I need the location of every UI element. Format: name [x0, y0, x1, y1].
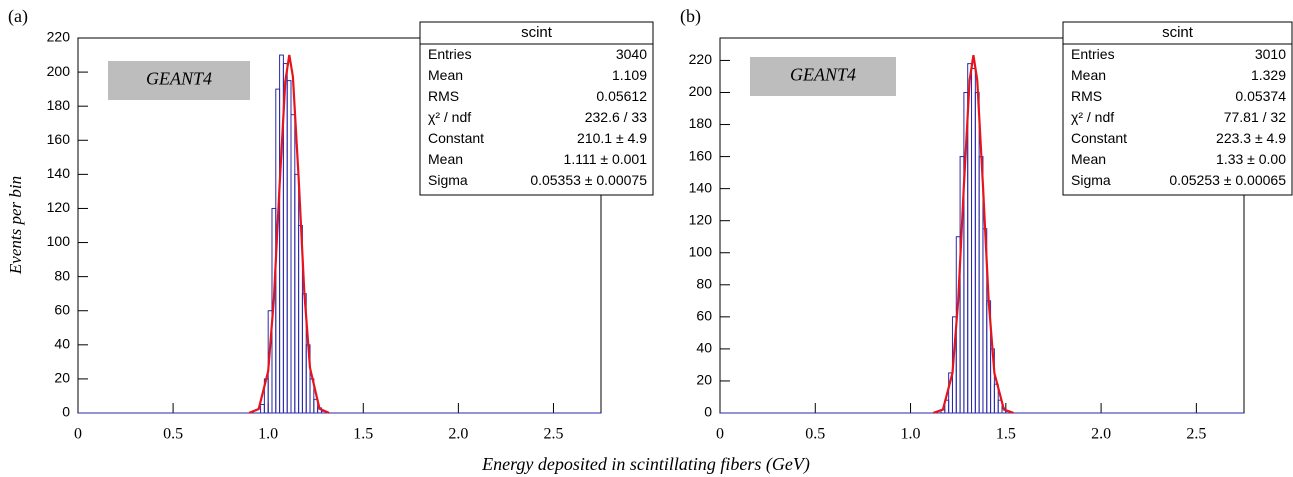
stats-value: 210.1 ± 4.9: [577, 130, 647, 146]
histogram-bar: [294, 173, 300, 414]
stats-value: 1.109: [612, 67, 647, 83]
stats-box: [419, 21, 654, 196]
y-tick-label: 40: [696, 340, 712, 356]
y-tick-label: 200: [47, 63, 71, 79]
x-axis-label: Energy deposited in scintillating fibers…: [481, 454, 810, 475]
y-axis-label: Events per bin: [6, 176, 25, 275]
stats-value: 1.33 ± 0.00: [1216, 151, 1286, 167]
y-tick-label: 180: [689, 115, 713, 131]
y-tick-label: 0: [704, 404, 712, 420]
annotation-box: [108, 61, 250, 100]
x-tick-label: 2.0: [448, 426, 468, 443]
stats-label: χ² / ndf: [1071, 109, 1114, 125]
stats-label: Sigma: [1071, 172, 1111, 188]
y-tick-label: 180: [47, 97, 71, 113]
panel-label: (b): [680, 6, 701, 27]
histogram-bar: [286, 80, 292, 414]
stats-value: 0.05612: [596, 88, 647, 104]
x-tick-label: 2.5: [543, 426, 563, 443]
histogram-bar: [290, 114, 296, 414]
stats-title: scint: [1162, 24, 1194, 41]
stats-label: RMS: [1071, 88, 1102, 104]
annotation: GEANT4: [790, 65, 856, 85]
histogram-bar: [971, 67, 976, 414]
x-tick-label: 1.0: [258, 426, 278, 443]
stats-label: Constant: [428, 130, 484, 146]
y-tick-label: 160: [689, 147, 713, 163]
y-tick-label: 40: [54, 336, 70, 352]
y-tick-label: 0: [62, 404, 70, 420]
panel-label: (a): [8, 6, 28, 27]
stats-label: Entries: [428, 46, 472, 62]
stats-label: Sigma: [428, 172, 468, 188]
stats-label: Mean: [1071, 151, 1106, 167]
y-tick-label: 120: [47, 199, 71, 215]
stats-value: 1.329: [1251, 67, 1286, 83]
stats-title: scint: [521, 24, 553, 41]
y-tick-label: 100: [689, 243, 713, 259]
y-tick-label: 60: [696, 308, 712, 324]
stats-value: 1.111 ± 0.001: [564, 151, 648, 167]
y-tick-label: 80: [696, 275, 712, 291]
fit-curve: [248, 54, 330, 414]
stats-label: Mean: [1071, 67, 1106, 83]
x-tick-label: 1.5: [353, 426, 373, 443]
histogram-bar: [313, 398, 319, 414]
stats-label: Entries: [1071, 46, 1115, 62]
annotation-box: [750, 57, 896, 96]
stats-label: RMS: [428, 88, 459, 104]
stats-value: 3040: [616, 46, 647, 62]
x-tick-label: 1.5: [996, 426, 1016, 443]
y-tick-label: 160: [47, 131, 71, 147]
y-tick-label: 20: [696, 372, 712, 388]
x-tick-label: 2.0: [1091, 426, 1111, 443]
stats-value: 0.05374: [1235, 88, 1286, 104]
stats-value: 77.81 / 32: [1224, 109, 1286, 125]
y-tick-label: 200: [689, 83, 713, 99]
stats-box: [1062, 21, 1293, 196]
y-tick-label: 120: [689, 211, 713, 227]
x-tick-label: 0.5: [163, 426, 183, 443]
y-tick-label: 100: [47, 233, 71, 249]
y-tick-label: 140: [47, 165, 71, 181]
stats-label: Constant: [1071, 130, 1127, 146]
y-tick-label: 220: [689, 51, 713, 67]
x-tick-label: 0: [716, 426, 724, 443]
y-tick-label: 220: [47, 29, 71, 45]
histogram-bar: [997, 399, 1003, 414]
histogram-bar: [260, 403, 265, 414]
x-tick-label: 0.5: [805, 426, 825, 443]
stats-label: χ² / ndf: [428, 109, 471, 125]
stats-value: 232.6 / 33: [585, 109, 647, 125]
histogram-bar: [974, 91, 980, 414]
y-tick-label: 60: [54, 301, 70, 317]
x-tick-label: 0: [74, 426, 82, 443]
x-tick-label: 1.0: [901, 426, 921, 443]
y-tick-label: 20: [54, 370, 70, 386]
stats-value: 223.3 ± 4.9: [1216, 130, 1286, 146]
x-tick-label: 2.5: [1186, 426, 1206, 443]
y-tick-label: 140: [689, 179, 713, 195]
stats-label: Mean: [428, 151, 463, 167]
stats-value: 0.05253 ± 0.00065: [1169, 172, 1286, 188]
fit-curve: [933, 54, 1014, 414]
stats-value: 3010: [1255, 46, 1286, 62]
stats-value: 0.05353 ± 0.00075: [530, 172, 647, 188]
annotation: GEANT4: [146, 69, 212, 89]
stats-label: Mean: [428, 67, 463, 83]
y-tick-label: 80: [54, 267, 70, 283]
